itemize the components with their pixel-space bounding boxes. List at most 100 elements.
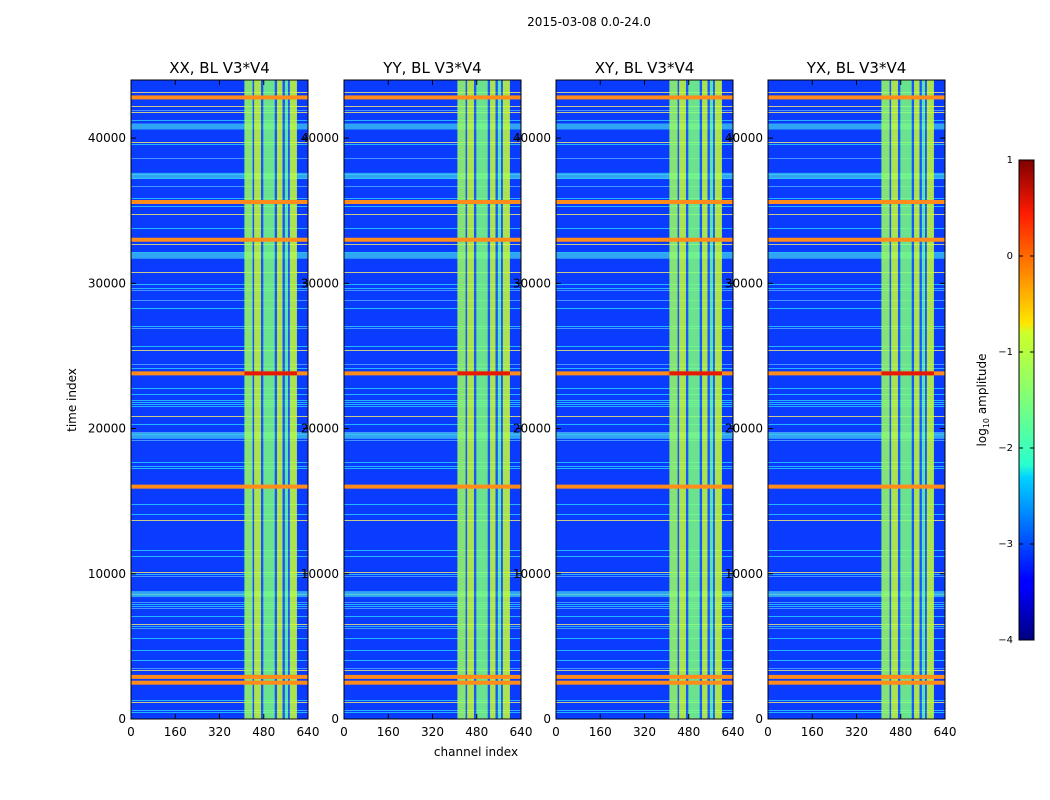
flag-row bbox=[768, 106, 945, 107]
panel-title: XY, BL V3*V4 bbox=[595, 59, 695, 77]
red-row bbox=[244, 371, 297, 376]
flag-row bbox=[131, 608, 308, 609]
rfi-gap bbox=[713, 80, 715, 719]
flag-row bbox=[556, 290, 733, 291]
flag-row bbox=[131, 556, 308, 557]
flag-row bbox=[344, 606, 521, 607]
flag-row bbox=[768, 364, 945, 365]
flag-row bbox=[768, 710, 945, 711]
flag-row bbox=[768, 198, 945, 199]
flag-row bbox=[768, 158, 945, 159]
flag-row bbox=[131, 300, 308, 301]
y-tick-label: 0 bbox=[331, 712, 339, 726]
bright-band bbox=[768, 252, 945, 259]
y-tick-label: 0 bbox=[543, 712, 551, 726]
flag-row bbox=[344, 626, 521, 627]
strong-row bbox=[131, 95, 308, 100]
rfi-gap bbox=[707, 80, 710, 719]
strong-row bbox=[768, 199, 945, 204]
flag-row bbox=[768, 606, 945, 607]
heatmap-panels: XX, BL V3*V4 0 160 320 480 640 0 10000 20000 3000… bbox=[88, 59, 957, 739]
bright-band bbox=[131, 123, 308, 130]
flag-row bbox=[768, 300, 945, 301]
flag-row bbox=[768, 228, 945, 229]
y-tick-label: 30000 bbox=[88, 276, 126, 290]
bright-band bbox=[768, 432, 945, 439]
x-tick-label: 480 bbox=[465, 725, 488, 739]
flag-row bbox=[556, 710, 733, 711]
rfi-gap bbox=[274, 80, 278, 719]
strong-row bbox=[768, 484, 945, 489]
flag-row bbox=[131, 388, 308, 389]
panel-title: YY, BL V3*V4 bbox=[382, 59, 481, 77]
strong-row bbox=[556, 95, 733, 100]
bright-band bbox=[131, 591, 308, 598]
flag-row bbox=[131, 616, 308, 617]
flag-row bbox=[768, 574, 945, 575]
flag-row bbox=[768, 326, 945, 327]
flag-row bbox=[344, 550, 521, 551]
rfi-stripe bbox=[926, 80, 934, 719]
flag-row bbox=[556, 702, 733, 703]
y-tick-label: 30000 bbox=[513, 276, 551, 290]
flag-row bbox=[768, 290, 945, 291]
flag-row bbox=[131, 712, 308, 713]
flag-row bbox=[344, 628, 521, 629]
y-tick-label: 20000 bbox=[725, 422, 763, 436]
flag-row bbox=[344, 350, 521, 351]
rfi-stripe bbox=[457, 80, 466, 719]
strong-row bbox=[556, 371, 733, 376]
x-tick-label: 0 bbox=[340, 725, 348, 739]
flag-row bbox=[131, 394, 308, 395]
flag-row bbox=[344, 440, 521, 441]
flag-row bbox=[556, 214, 733, 215]
flag-row bbox=[768, 616, 945, 617]
flag-row bbox=[344, 604, 521, 605]
flag-row bbox=[131, 574, 308, 575]
flag-row bbox=[344, 468, 521, 469]
flag-row bbox=[556, 158, 733, 159]
flag-row bbox=[344, 638, 521, 639]
rfi-stripe bbox=[263, 80, 275, 719]
x-tick-label: 640 bbox=[722, 725, 745, 739]
flag-row bbox=[344, 660, 521, 661]
rfi-stripe bbox=[669, 80, 678, 719]
y-tick-label: 40000 bbox=[301, 131, 339, 145]
flag-row bbox=[344, 406, 521, 407]
flag-row bbox=[768, 388, 945, 389]
x-tick-label: 160 bbox=[801, 725, 824, 739]
flag-row bbox=[131, 368, 308, 369]
flag-row bbox=[344, 624, 521, 625]
colorbar-ticks: 1 0 −1 −2 −3 −4 bbox=[998, 155, 1034, 646]
flag-row bbox=[344, 602, 521, 603]
flag-row bbox=[344, 514, 521, 515]
flag-row bbox=[768, 440, 945, 441]
rfi-stripe bbox=[502, 80, 510, 719]
flag-row bbox=[556, 440, 733, 441]
rfi-gap bbox=[685, 80, 689, 719]
flag-row bbox=[556, 142, 733, 143]
flag-row bbox=[556, 288, 733, 289]
flag-row bbox=[131, 214, 308, 215]
flag-row bbox=[131, 158, 308, 159]
flag-row bbox=[131, 432, 308, 433]
flag-row bbox=[768, 432, 945, 433]
x-tick-label: 640 bbox=[934, 725, 957, 739]
y-axis-label: time index bbox=[65, 368, 79, 432]
flag-row bbox=[131, 638, 308, 639]
flag-row bbox=[768, 272, 945, 273]
x-tick-label: 160 bbox=[164, 725, 187, 739]
flag-row bbox=[131, 272, 308, 273]
flag-row bbox=[768, 576, 945, 577]
rfi-stripe bbox=[900, 80, 912, 719]
flag-row bbox=[131, 576, 308, 577]
flag-row bbox=[556, 198, 733, 199]
bright-band bbox=[768, 123, 945, 130]
flag-row bbox=[344, 214, 521, 215]
x-tick-label: 480 bbox=[252, 725, 275, 739]
x-tick-label: 320 bbox=[208, 725, 231, 739]
flag-row bbox=[556, 668, 733, 669]
panel-2: XY, BL V3*V4 0 160 320 480 640 0 10000 20000 3000… bbox=[513, 59, 745, 739]
strong-row bbox=[556, 484, 733, 489]
rfi-stripe bbox=[881, 80, 890, 719]
